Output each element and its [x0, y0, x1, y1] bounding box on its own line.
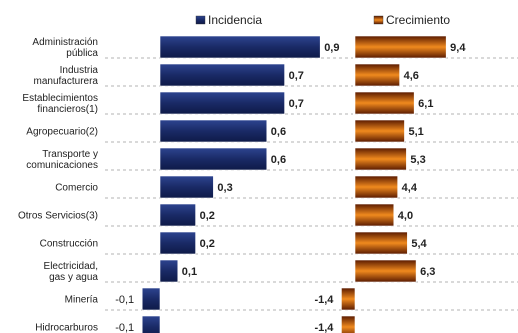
incidencia-value-label: -0,1: [115, 294, 134, 306]
incidencia-value-label: -0,1: [115, 322, 134, 333]
crecimiento-value-label: 4,6: [404, 70, 419, 82]
incidencia-bar: [159, 35, 321, 59]
crecimiento-bar: [354, 63, 400, 87]
legend-label-incidencia: Incidencia: [208, 13, 262, 27]
legend-swatch-incidencia: [195, 15, 206, 25]
category-label: Minería: [65, 295, 99, 306]
crecimiento-bar: [354, 35, 447, 59]
category-label: Electricidad, gas y agua: [44, 261, 99, 283]
crecimiento-value-label: 5,1: [408, 126, 423, 138]
category-labels: Administración pública Industria manufactur…: [18, 37, 98, 333]
category-label: Transporte y comunicaciones: [26, 149, 98, 171]
crecimiento-value-label: 4,0: [398, 210, 413, 222]
incidencia-bar: [159, 119, 268, 143]
crecimiento-bar: [354, 231, 408, 255]
incidencia-bar: [159, 259, 179, 283]
legend-label-crecimiento: Crecimiento: [386, 13, 450, 27]
crecimiento-value-label: 5,4: [411, 238, 427, 250]
crecimiento-value-label: 5,3: [410, 154, 425, 166]
crecimiento-bar: [354, 91, 415, 115]
incidencia-bar: [141, 287, 161, 311]
crecimiento-value-label: 6,3: [420, 266, 435, 278]
incidencia-bar: [159, 231, 196, 255]
crecimiento-bar: [354, 175, 398, 199]
incidencia-bar: [159, 203, 196, 227]
crecimiento-series: 9,4 4,6 6,1 5,1 5,3 4,4 4,0 5,4 6,3 -1,4 -1,4: [314, 35, 466, 333]
crecimiento-value-label: -1,4: [314, 322, 334, 333]
crecimiento-bar: [354, 203, 395, 227]
incidencia-value-label: 0,3: [217, 182, 232, 194]
category-label: Hidrocarburos: [35, 323, 98, 333]
incidencia-bar: [159, 63, 285, 87]
incidencia-bar: [159, 175, 214, 199]
incidencia-value-label: 0,1: [182, 266, 197, 278]
category-label: Establecimientos financieros(1): [22, 93, 98, 115]
incidencia-bar: [159, 147, 268, 171]
incidencia-value-label: 0,2: [200, 238, 215, 250]
incidencia-value-label: 0,6: [271, 126, 286, 138]
incidencia-series: 0,9 0,7 0,7 0,6 0,6 0,3 0,2 0,2 0,1 -0,1 -0,1: [115, 35, 339, 333]
crecimiento-value-label: -1,4: [314, 294, 334, 306]
crecimiento-value-label: 9,4: [450, 42, 466, 54]
incidencia-bar: [141, 315, 161, 333]
category-label: Comercio: [55, 183, 98, 194]
legend: Incidencia Crecimiento: [195, 13, 450, 27]
crecimiento-bar: [341, 315, 356, 333]
legend-swatch-crecimiento: [373, 15, 384, 25]
crecimiento-bar: [341, 287, 356, 311]
incidencia-bar: [159, 91, 285, 115]
crecimiento-value-label: 6,1: [418, 98, 433, 110]
category-label: Otros Servicios(3): [18, 211, 98, 222]
incidencia-value-label: 0,7: [289, 98, 304, 110]
incidencia-value-label: 0,7: [289, 70, 304, 82]
crecimiento-bar: [354, 119, 405, 143]
crecimiento-value-label: 4,4: [402, 182, 418, 194]
crecimiento-bar: [354, 259, 417, 283]
incidencia-value-label: 0,2: [200, 210, 215, 222]
category-label: Agropecuario(2): [26, 127, 98, 138]
incidencia-value-label: 0,6: [271, 154, 286, 166]
category-label: Construcción: [40, 239, 98, 250]
incidencia-value-label: 0,9: [324, 42, 339, 54]
category-label: Industria manufacturera: [34, 65, 99, 87]
crecimiento-bar: [354, 147, 407, 171]
category-label: Administración pública: [32, 37, 98, 59]
